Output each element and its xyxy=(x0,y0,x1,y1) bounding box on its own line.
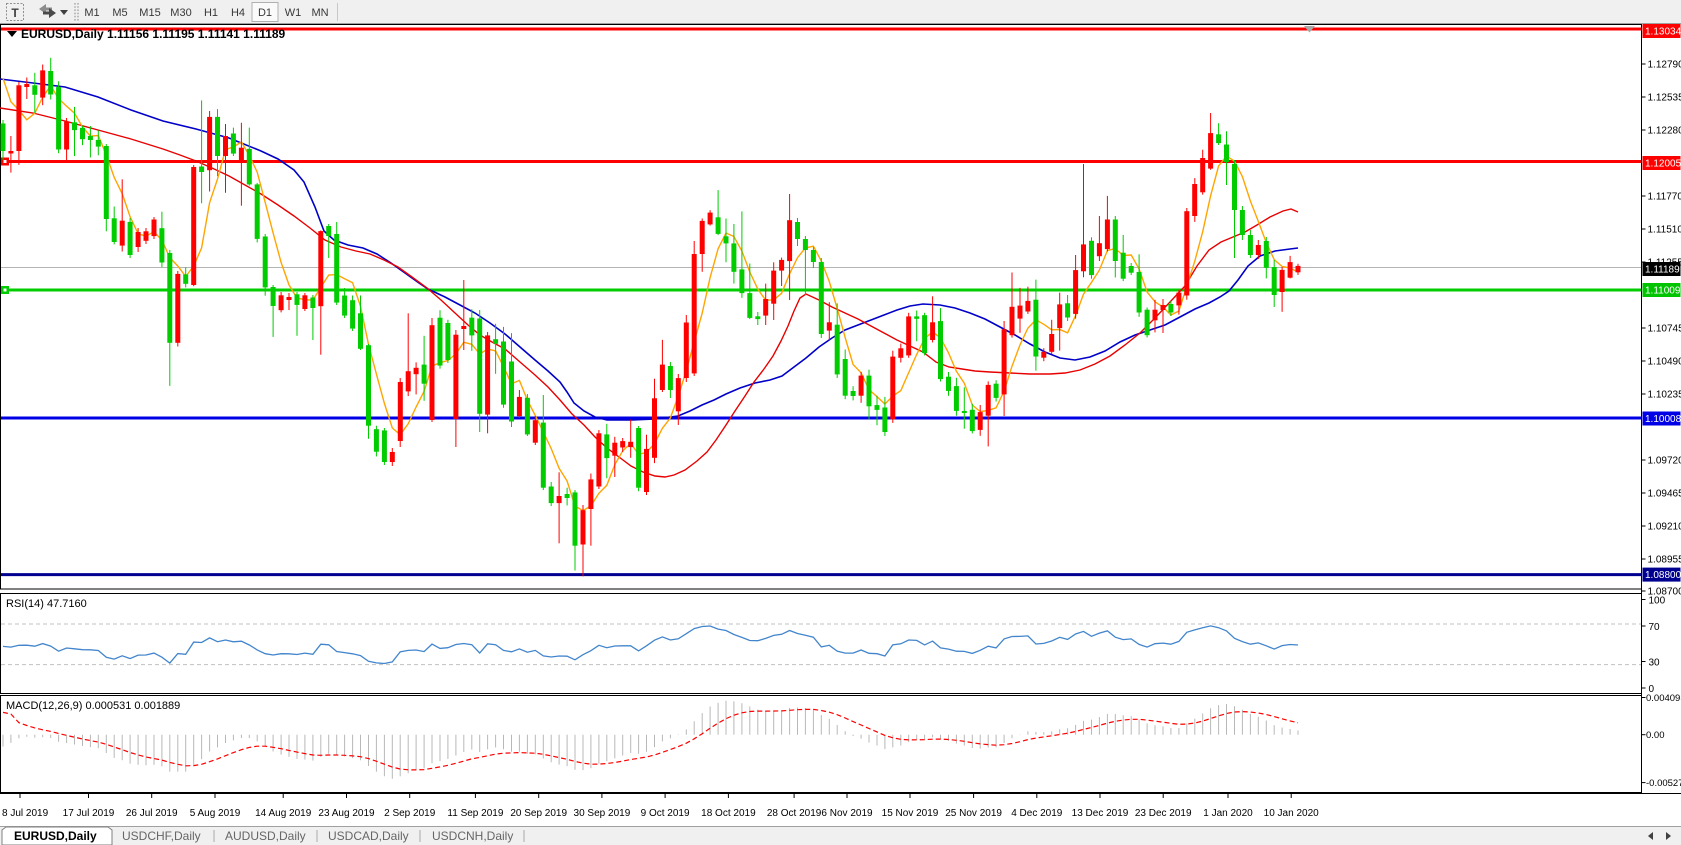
svg-text:15 Nov 2019: 15 Nov 2019 xyxy=(882,808,939,819)
svg-text:10 Jan 2020: 10 Jan 2020 xyxy=(1264,808,1319,819)
svg-text:70: 70 xyxy=(1649,622,1661,633)
svg-text:EURUSD,Daily: EURUSD,Daily xyxy=(14,829,97,843)
svg-text:26 Jul 2019: 26 Jul 2019 xyxy=(126,808,178,819)
svg-text:2 Sep 2019: 2 Sep 2019 xyxy=(384,808,436,819)
svg-text:5 Aug 2019: 5 Aug 2019 xyxy=(190,808,241,819)
svg-text:USDCAD,Daily: USDCAD,Daily xyxy=(328,829,409,843)
svg-text:H1: H1 xyxy=(204,7,218,19)
svg-text:M5: M5 xyxy=(112,7,127,19)
svg-text:1.08700: 1.08700 xyxy=(1648,587,1681,598)
svg-text:25 Nov 2019: 25 Nov 2019 xyxy=(945,808,1002,819)
svg-text:100: 100 xyxy=(1649,596,1666,607)
svg-text:1.10490: 1.10490 xyxy=(1648,357,1681,368)
svg-text:W1: W1 xyxy=(285,7,302,19)
svg-text:0.004095: 0.004095 xyxy=(1646,693,1681,704)
svg-text:M30: M30 xyxy=(170,7,191,19)
svg-text:EURUSD,Daily 1.11156 1.11195: EURUSD,Daily 1.11156 1.11195 1.11141 1.1… xyxy=(21,27,286,41)
svg-text:H4: H4 xyxy=(231,7,245,19)
svg-text:1.12790: 1.12790 xyxy=(1648,60,1681,71)
svg-text:T: T xyxy=(11,6,19,20)
svg-text:RSI(14) 47.7160: RSI(14) 47.7160 xyxy=(6,598,87,610)
svg-text:11 Sep 2019: 11 Sep 2019 xyxy=(447,808,503,819)
svg-text:28 Oct 2019: 28 Oct 2019 xyxy=(767,808,822,819)
svg-text:23 Aug 2019: 23 Aug 2019 xyxy=(318,808,375,819)
svg-text:1.11770: 1.11770 xyxy=(1648,192,1681,203)
svg-text:9 Oct 2019: 9 Oct 2019 xyxy=(641,808,690,819)
svg-text:1.08955: 1.08955 xyxy=(1648,555,1681,566)
svg-text:1.11009: 1.11009 xyxy=(1645,286,1681,297)
svg-text:1.13034: 1.13034 xyxy=(1645,27,1681,38)
svg-text:20 Sep 2019: 20 Sep 2019 xyxy=(510,808,567,819)
svg-text:1.12280: 1.12280 xyxy=(1648,126,1681,137)
svg-text:30: 30 xyxy=(1649,658,1661,669)
svg-text:USDCHF,Daily: USDCHF,Daily xyxy=(122,829,201,843)
svg-text:4 Dec 2019: 4 Dec 2019 xyxy=(1011,808,1063,819)
svg-text:M15: M15 xyxy=(139,7,160,19)
svg-text:13 Dec 2019: 13 Dec 2019 xyxy=(1072,808,1129,819)
svg-text:0.00: 0.00 xyxy=(1646,730,1665,741)
svg-text:USDCNH,Daily: USDCNH,Daily xyxy=(432,829,513,843)
svg-text:1.09210: 1.09210 xyxy=(1648,522,1681,533)
svg-text:23 Dec 2019: 23 Dec 2019 xyxy=(1135,808,1192,819)
svg-text:1.12535: 1.12535 xyxy=(1648,93,1681,104)
svg-text:1.08800: 1.08800 xyxy=(1645,570,1681,581)
svg-text:1.11510: 1.11510 xyxy=(1648,225,1681,236)
svg-text:MACD(12,26,9) 0.000531 0.00188: MACD(12,26,9) 0.000531 0.001889 xyxy=(6,700,180,712)
svg-text:1.09720: 1.09720 xyxy=(1648,456,1681,467)
svg-text:-0.005273: -0.005273 xyxy=(1646,778,1681,789)
svg-text:1.10008: 1.10008 xyxy=(1645,414,1681,425)
svg-text:M1: M1 xyxy=(84,7,99,19)
svg-text:30 Sep 2019: 30 Sep 2019 xyxy=(574,808,631,819)
svg-text:0: 0 xyxy=(1649,684,1655,695)
svg-text:14 Aug 2019: 14 Aug 2019 xyxy=(255,808,312,819)
svg-text:AUDUSD,Daily: AUDUSD,Daily xyxy=(225,829,306,843)
svg-text:1.10745: 1.10745 xyxy=(1648,324,1681,335)
svg-text:MN: MN xyxy=(311,7,328,19)
svg-text:18 Oct 2019: 18 Oct 2019 xyxy=(701,808,756,819)
svg-text:1.12005: 1.12005 xyxy=(1645,159,1681,170)
svg-text:6 Nov 2019: 6 Nov 2019 xyxy=(821,808,873,819)
svg-text:17 Jul 2019: 17 Jul 2019 xyxy=(63,808,115,819)
svg-text:1.10235: 1.10235 xyxy=(1648,390,1681,401)
svg-text:1.09465: 1.09465 xyxy=(1648,489,1681,500)
svg-text:1 Jan 2020: 1 Jan 2020 xyxy=(1203,808,1253,819)
svg-text:8 Jul 2019: 8 Jul 2019 xyxy=(2,808,49,819)
svg-text:1.11189: 1.11189 xyxy=(1645,265,1680,276)
svg-text:D1: D1 xyxy=(258,7,272,19)
